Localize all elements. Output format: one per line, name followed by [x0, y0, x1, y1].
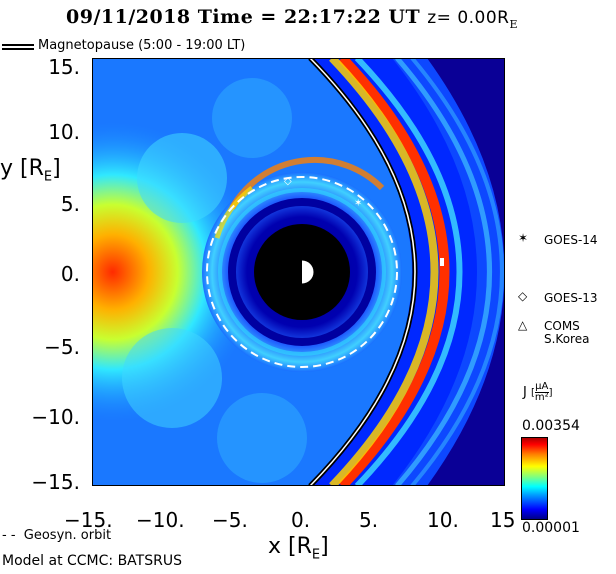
x-tick-label: 10.: [427, 508, 459, 532]
coms-legend-icon: △: [518, 318, 528, 332]
plot-area: ◇ ✶: [92, 58, 505, 486]
x-tick-label: 15: [490, 508, 516, 532]
model-credit: Model at CCMC: BATSRUS: [2, 553, 182, 569]
y-tick-label: 10.: [48, 120, 80, 144]
x-tick-label: −5.: [212, 508, 248, 532]
y-tick-label: −5.: [44, 335, 80, 359]
bow-current-band: [338, 58, 450, 486]
colorbar: [521, 437, 548, 520]
goes-13-legend-label: GOES-13: [544, 291, 598, 305]
geosync-orbit: [206, 176, 398, 368]
x-axis-label: x [RE]: [268, 534, 329, 563]
colorbar-min-label: 0.00001: [522, 520, 580, 536]
solar-wind: [427, 58, 505, 486]
geosync-legend: - - Geosyn. orbit: [2, 528, 112, 543]
magnetopause-legend-line: [2, 44, 34, 50]
goes-14-marker-icon: ✶: [354, 198, 362, 209]
coms-legend-label: COMS: [544, 319, 580, 333]
coms-legend-label-2: S.Korea: [544, 332, 590, 346]
x-tick-label: −15.: [64, 508, 113, 532]
x-tick-label: 0.: [291, 508, 311, 532]
x-tick-label: 5.: [359, 508, 379, 532]
y-tick-label: 15.: [48, 55, 80, 79]
colorbar-max-label: 0.00354: [522, 418, 580, 434]
coms-marker-icon: [440, 258, 444, 266]
y-tick-label: −15.: [31, 470, 80, 494]
current-density-map: ◇ ✶: [92, 58, 505, 486]
goes-13-legend-icon: ◇: [518, 289, 528, 303]
colorbar-title: J [ μA m² ]: [523, 381, 553, 403]
plot-title: 09/11/2018 Time = 22:17:22 UT z= 0.00RE: [66, 6, 519, 31]
y-tick-label: 5.: [60, 192, 80, 216]
y-tick-label: 0.: [60, 262, 80, 286]
x-tick-label: −10.: [136, 508, 185, 532]
goes-13-marker-icon: ◇: [284, 176, 292, 187]
y-tick-label: −10.: [31, 405, 80, 429]
goes-14-legend-label: GOES-14: [544, 233, 598, 247]
y-axis-label: y [RE]: [0, 156, 61, 185]
magnetopause-legend-label: Magnetopause (5:00 - 19:00 LT): [38, 38, 246, 53]
goes-14-legend-icon: ✶: [518, 231, 529, 245]
